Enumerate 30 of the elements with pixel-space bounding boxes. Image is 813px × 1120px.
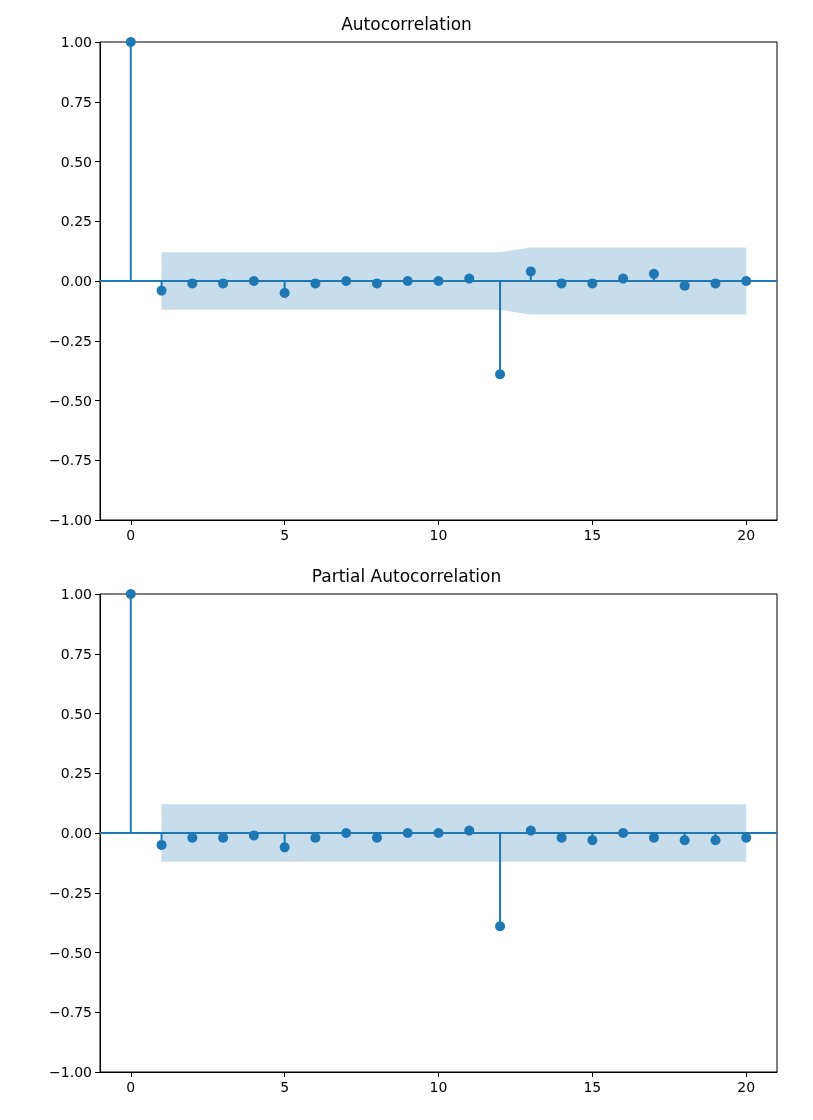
y-tick-label: 0.25	[60, 213, 92, 230]
x-tick-label: 10	[429, 1079, 448, 1095]
x-tick-label: 0	[126, 527, 136, 543]
y-tick-label: 0.50	[60, 705, 92, 722]
x-tick-label: 10	[429, 527, 448, 543]
y-tick-label: −0.25	[49, 332, 92, 349]
y-tick-label: 1.00	[60, 34, 92, 50]
chart-title: Autocorrelation	[341, 13, 472, 34]
x-tick-label: 20	[737, 527, 756, 543]
y-tick-label: 0.00	[60, 825, 92, 841]
x-tick-label: 15	[583, 527, 602, 543]
x-tick-label: 15	[583, 1079, 602, 1095]
y-tick-label: −0.25	[49, 884, 92, 901]
y-tick-label: −0.75	[49, 452, 92, 469]
x-tick-label: 0	[126, 1079, 136, 1095]
y-tick-label: −0.75	[49, 1004, 92, 1021]
x-tick-label: 5	[280, 1079, 290, 1095]
y-tick-label: 0.25	[60, 765, 92, 782]
y-tick-label: 0.75	[60, 645, 92, 662]
y-tick-label: −0.50	[49, 392, 92, 409]
y-tick-label: −1.00	[49, 512, 92, 528]
y-tick-label: 0.75	[60, 93, 92, 110]
y-tick-label: −1.00	[49, 1064, 92, 1080]
y-tick-label: −0.50	[49, 944, 92, 961]
y-tick-label: 0.00	[60, 273, 92, 289]
chart-title: Partial Autocorrelation	[311, 565, 502, 586]
x-tick-label: 5	[280, 527, 290, 543]
y-tick-label: 0.50	[60, 153, 92, 170]
y-tick-label: 1.00	[60, 586, 92, 602]
x-tick-label: 20	[737, 1079, 756, 1095]
